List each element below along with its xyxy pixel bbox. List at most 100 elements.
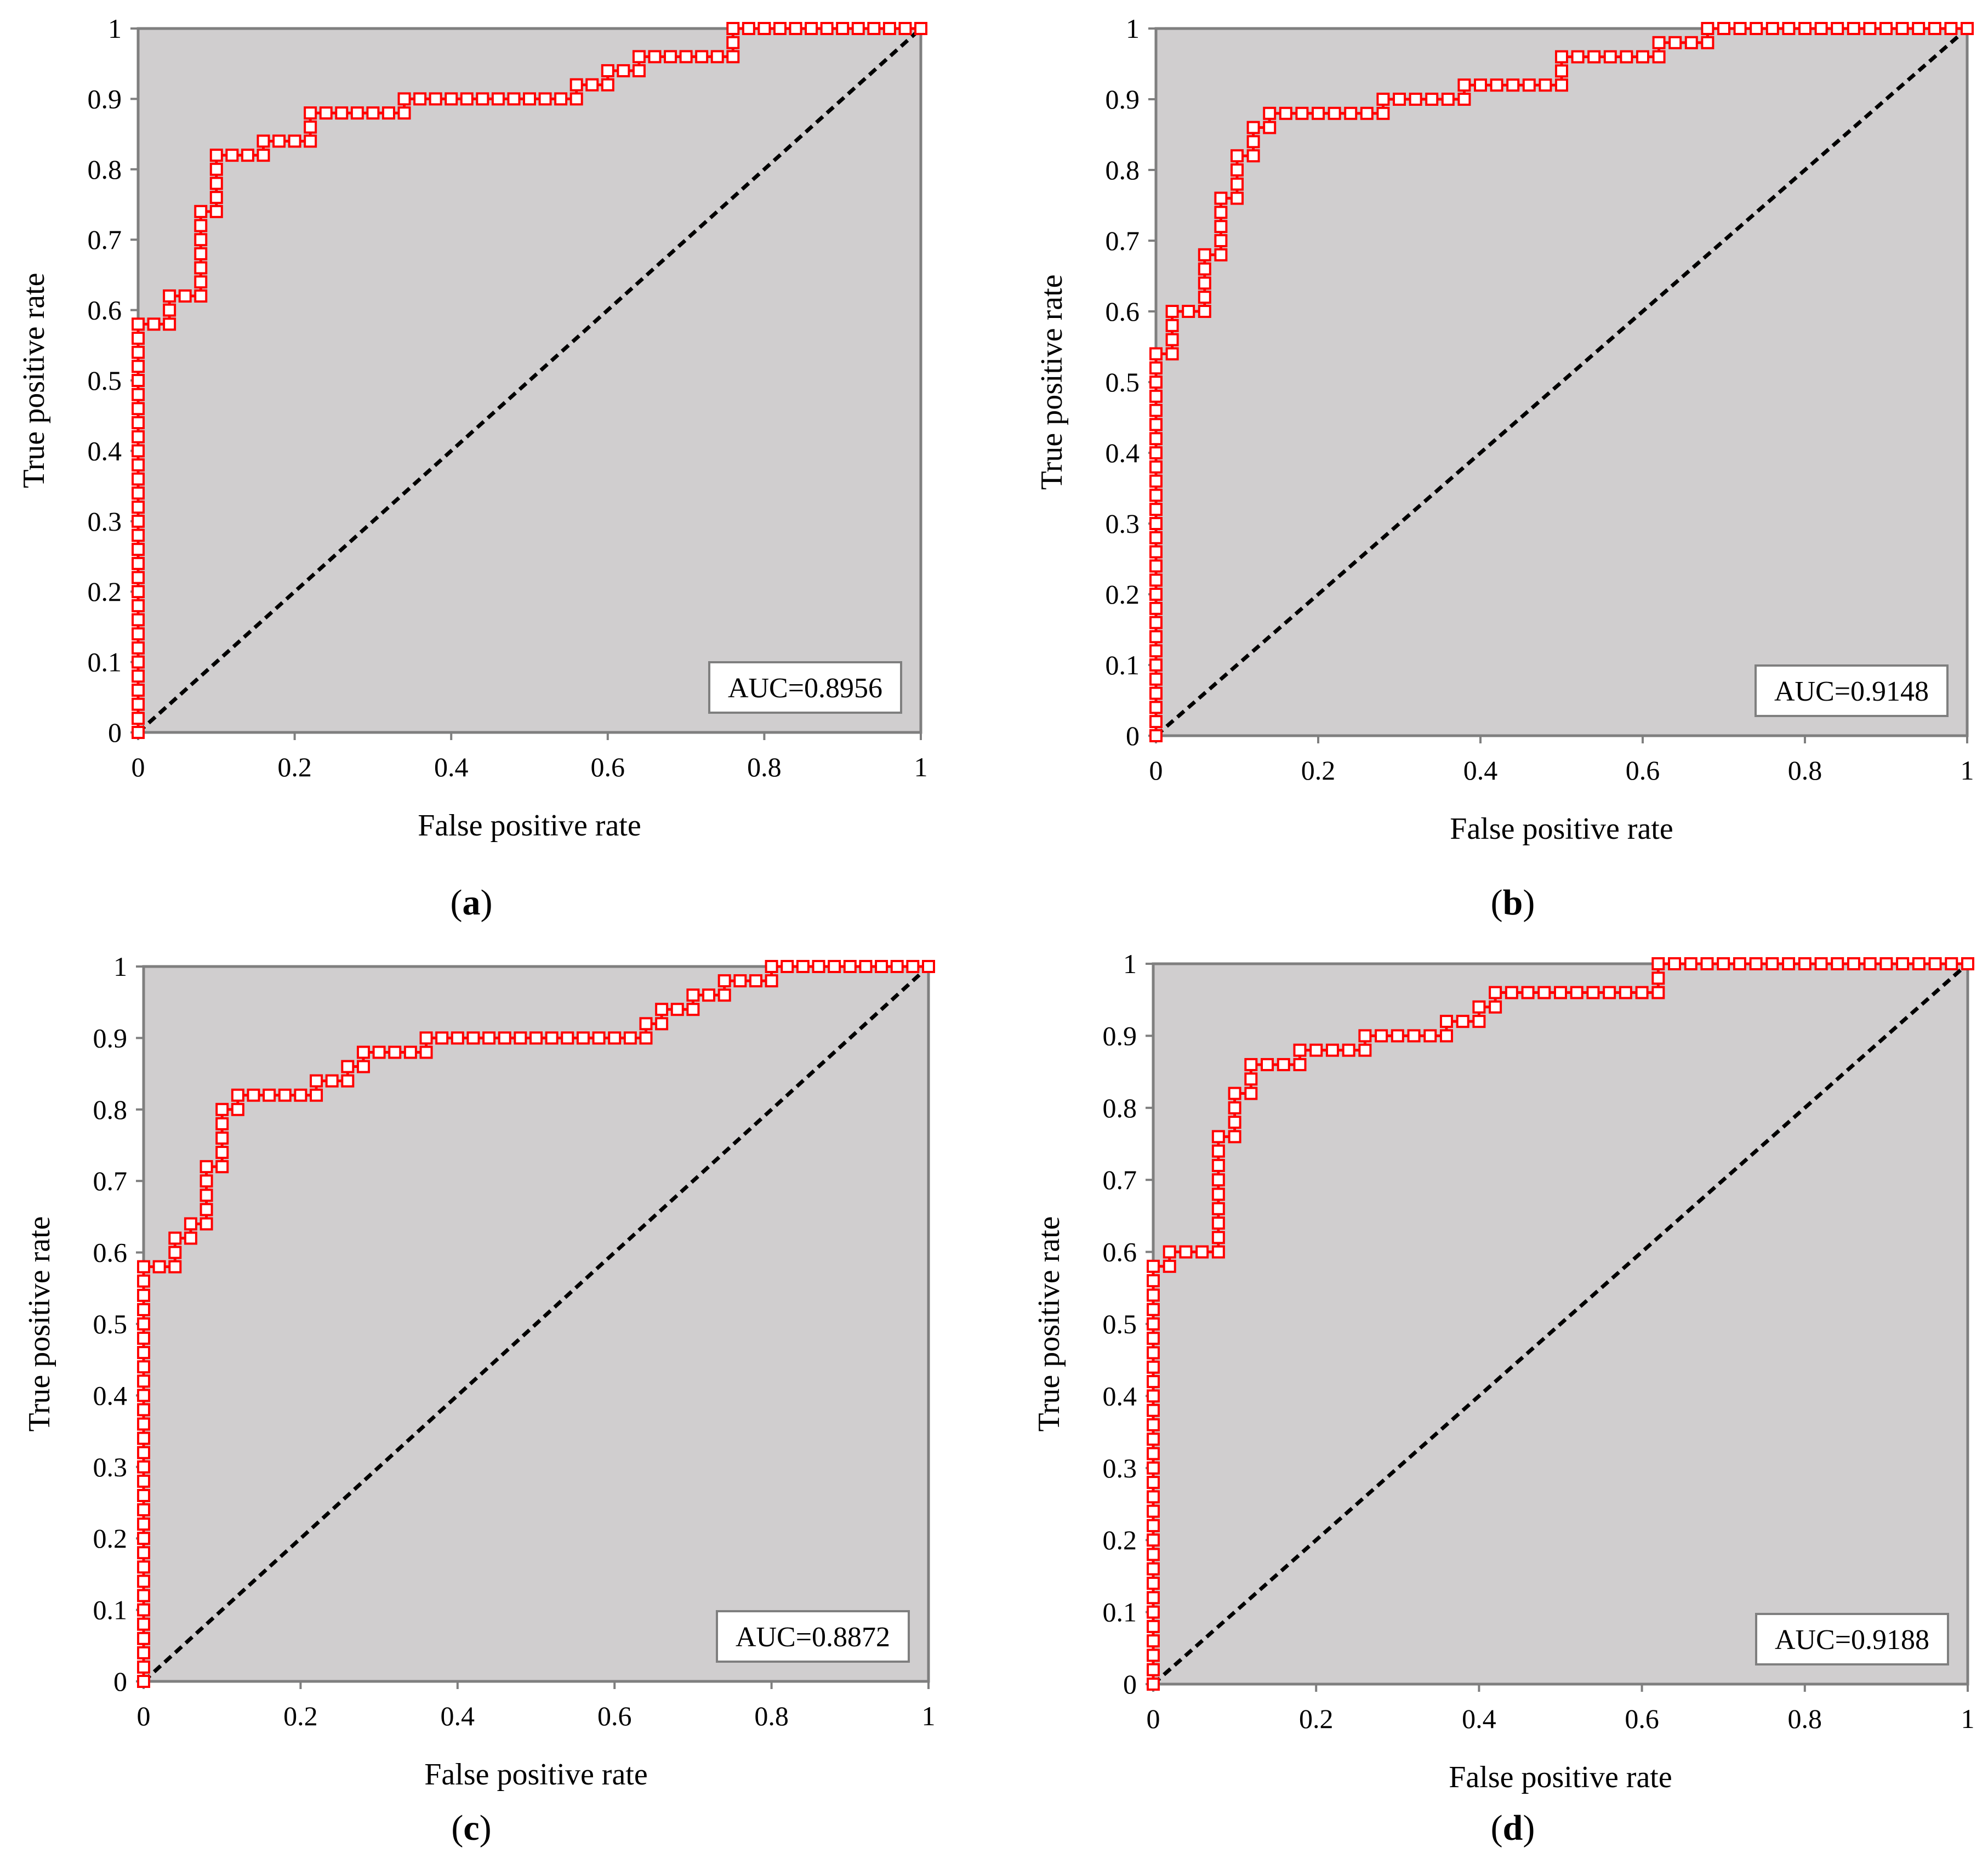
roc-point-marker (1456, 1015, 1469, 1028)
roc-point-marker (137, 1303, 150, 1316)
roc-point-marker (749, 974, 762, 988)
roc-point-marker (304, 134, 317, 148)
roc-point-marker (1912, 22, 1926, 35)
roc-point-marker (137, 1317, 150, 1331)
roc-point-marker (194, 233, 208, 247)
roc-point-marker (757, 22, 771, 35)
roc-point-marker (1961, 22, 1974, 35)
roc-point-marker (617, 64, 630, 78)
roc-point-marker (137, 1260, 150, 1274)
roc-point-marker (1165, 319, 1179, 332)
roc-point-marker (717, 974, 731, 988)
roc-point-marker (1847, 957, 1860, 970)
roc-point-marker (1149, 573, 1163, 587)
roc-point-marker (278, 1088, 292, 1102)
roc-point-marker (1195, 1245, 1209, 1259)
roc-point-marker (132, 571, 145, 584)
x-tick-label: 0.2 (277, 752, 312, 782)
roc-point-marker (1149, 488, 1163, 502)
roc-point-marker (1263, 106, 1277, 120)
x-tick-label: 0.4 (441, 1701, 475, 1731)
roc-point-marker (304, 106, 317, 120)
roc-point-marker (132, 726, 145, 739)
roc-point-marker (1896, 957, 1910, 970)
roc-point-marker (137, 1474, 150, 1488)
roc-point-marker (1147, 1490, 1160, 1504)
y-tick-label: 0.6 (93, 1237, 128, 1268)
roc-point-marker (655, 1003, 669, 1016)
roc-point-marker (132, 317, 145, 331)
roc-point-marker (664, 50, 677, 64)
roc-point-marker (828, 960, 841, 973)
roc-point-marker (1506, 78, 1520, 92)
roc-point-marker (1231, 191, 1244, 205)
roc-point-marker (466, 1031, 480, 1045)
roc-point-marker (184, 1231, 197, 1245)
roc-point-marker (325, 1074, 339, 1088)
roc-point-marker (341, 1074, 355, 1088)
roc-point-marker (1149, 701, 1163, 714)
roc-point-marker (1163, 1245, 1176, 1259)
roc-point-marker (1149, 474, 1163, 488)
roc-point-marker (1149, 361, 1163, 375)
roc-point-marker (601, 64, 614, 78)
roc-point-marker (491, 92, 505, 106)
panel-caption: (d) (1491, 1808, 1535, 1848)
roc-point-marker (1147, 1432, 1160, 1446)
roc-point-marker (1636, 50, 1649, 64)
roc-point-marker (215, 1146, 229, 1159)
y-tick-label: 0.2 (1103, 1525, 1137, 1555)
roc-point-marker (632, 64, 646, 78)
y-tick-label: 1 (1123, 948, 1137, 979)
roc-point-marker (1505, 986, 1518, 999)
roc-point-marker (194, 247, 208, 260)
roc-point-marker (1211, 1158, 1225, 1172)
roc-point-marker (1489, 986, 1502, 999)
roc-point-marker (1863, 22, 1877, 35)
y-tick-label: 0.9 (93, 1022, 128, 1053)
y-tick-label: 1 (1126, 13, 1140, 44)
auc-value-label: AUC=0.9148 (1774, 676, 1929, 707)
y-tick-label: 0.2 (93, 1523, 128, 1554)
y-tick-label: 1 (108, 13, 122, 44)
roc-point-marker (1555, 78, 1568, 92)
x-tick-label: 0.8 (1788, 755, 1822, 786)
roc-point-marker (710, 50, 724, 64)
roc-point-marker (132, 331, 145, 345)
roc-point-marker (1165, 333, 1179, 346)
roc-point-marker (1165, 347, 1179, 361)
roc-point-marker (137, 1288, 150, 1302)
y-tick-label: 0.4 (1103, 1380, 1137, 1411)
diagonal-reference-line (1154, 27, 1969, 737)
y-tick-label: 0.1 (88, 647, 122, 678)
roc-point-marker (1944, 22, 1958, 35)
roc-point-marker (137, 1417, 150, 1431)
roc-point-marker (241, 149, 254, 162)
y-tick-label: 0.5 (88, 365, 122, 396)
roc-point-marker (554, 92, 568, 106)
roc-point-marker (1147, 1346, 1160, 1360)
roc-point-marker (137, 1446, 150, 1459)
roc-point-marker (215, 1102, 229, 1116)
roc-point-marker (1147, 1360, 1160, 1374)
roc-point-marker (1147, 1634, 1160, 1648)
roc-point-marker (686, 1003, 700, 1016)
y-tick-label: 0.3 (1103, 1453, 1137, 1483)
roc-point-marker (1246, 121, 1260, 134)
roc-point-marker (1814, 22, 1828, 35)
roc-point-marker (304, 120, 317, 134)
roc-point-marker (890, 960, 904, 973)
auc-box (1755, 664, 1949, 717)
roc-point-marker (1279, 106, 1292, 120)
roc-point-marker (648, 50, 662, 64)
roc-point-marker (1717, 22, 1730, 35)
x-tick-label: 0.4 (434, 752, 469, 782)
x-tick-label: 0 (132, 752, 145, 782)
roc-point-marker (585, 78, 599, 92)
roc-point-marker (632, 50, 646, 64)
x-tick-label: 0 (137, 1701, 151, 1731)
roc-point-marker (695, 50, 709, 64)
roc-point-marker (1652, 36, 1666, 49)
roc-point-marker (1228, 1101, 1241, 1115)
diagonal-reference-line (136, 27, 922, 734)
